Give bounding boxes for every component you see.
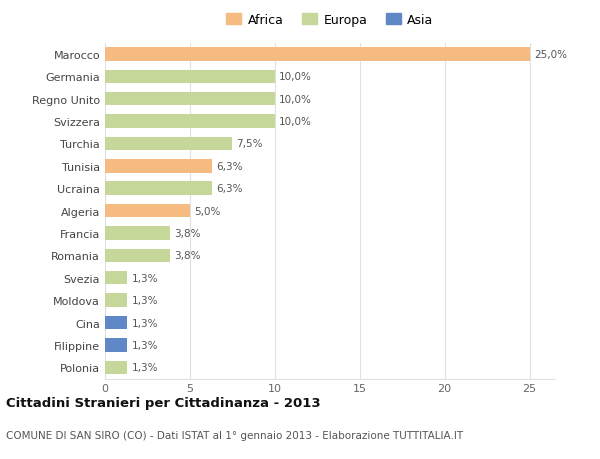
Text: 1,3%: 1,3%	[131, 296, 158, 306]
Legend: Africa, Europa, Asia: Africa, Europa, Asia	[223, 10, 437, 31]
Bar	[105, 294, 127, 307]
Bar	[105, 182, 212, 196]
Text: 1,3%: 1,3%	[131, 318, 158, 328]
Bar	[105, 316, 127, 330]
Bar	[105, 137, 232, 151]
Text: 25,0%: 25,0%	[534, 50, 567, 60]
Text: 5,0%: 5,0%	[194, 206, 221, 216]
Text: 10,0%: 10,0%	[279, 95, 312, 105]
Text: 6,3%: 6,3%	[216, 184, 243, 194]
Text: Cittadini Stranieri per Cittadinanza - 2013: Cittadini Stranieri per Cittadinanza - 2…	[6, 396, 320, 409]
Text: COMUNE DI SAN SIRO (CO) - Dati ISTAT al 1° gennaio 2013 - Elaborazione TUTTITALI: COMUNE DI SAN SIRO (CO) - Dati ISTAT al …	[6, 431, 463, 440]
Text: 1,3%: 1,3%	[131, 363, 158, 373]
Text: 6,3%: 6,3%	[216, 162, 243, 172]
Text: 10,0%: 10,0%	[279, 72, 312, 82]
Bar	[105, 249, 170, 263]
Bar	[105, 160, 212, 173]
Bar	[105, 361, 127, 374]
Text: 10,0%: 10,0%	[279, 117, 312, 127]
Text: 1,3%: 1,3%	[131, 273, 158, 283]
Bar	[105, 93, 275, 106]
Bar	[105, 338, 127, 352]
Bar	[105, 227, 170, 240]
Text: 3,8%: 3,8%	[174, 229, 200, 239]
Bar	[105, 271, 127, 285]
Text: 7,5%: 7,5%	[236, 139, 263, 149]
Bar	[105, 115, 275, 129]
Bar	[105, 204, 190, 218]
Text: 1,3%: 1,3%	[131, 340, 158, 350]
Bar	[105, 70, 275, 84]
Bar	[105, 48, 530, 62]
Text: 3,8%: 3,8%	[174, 251, 200, 261]
